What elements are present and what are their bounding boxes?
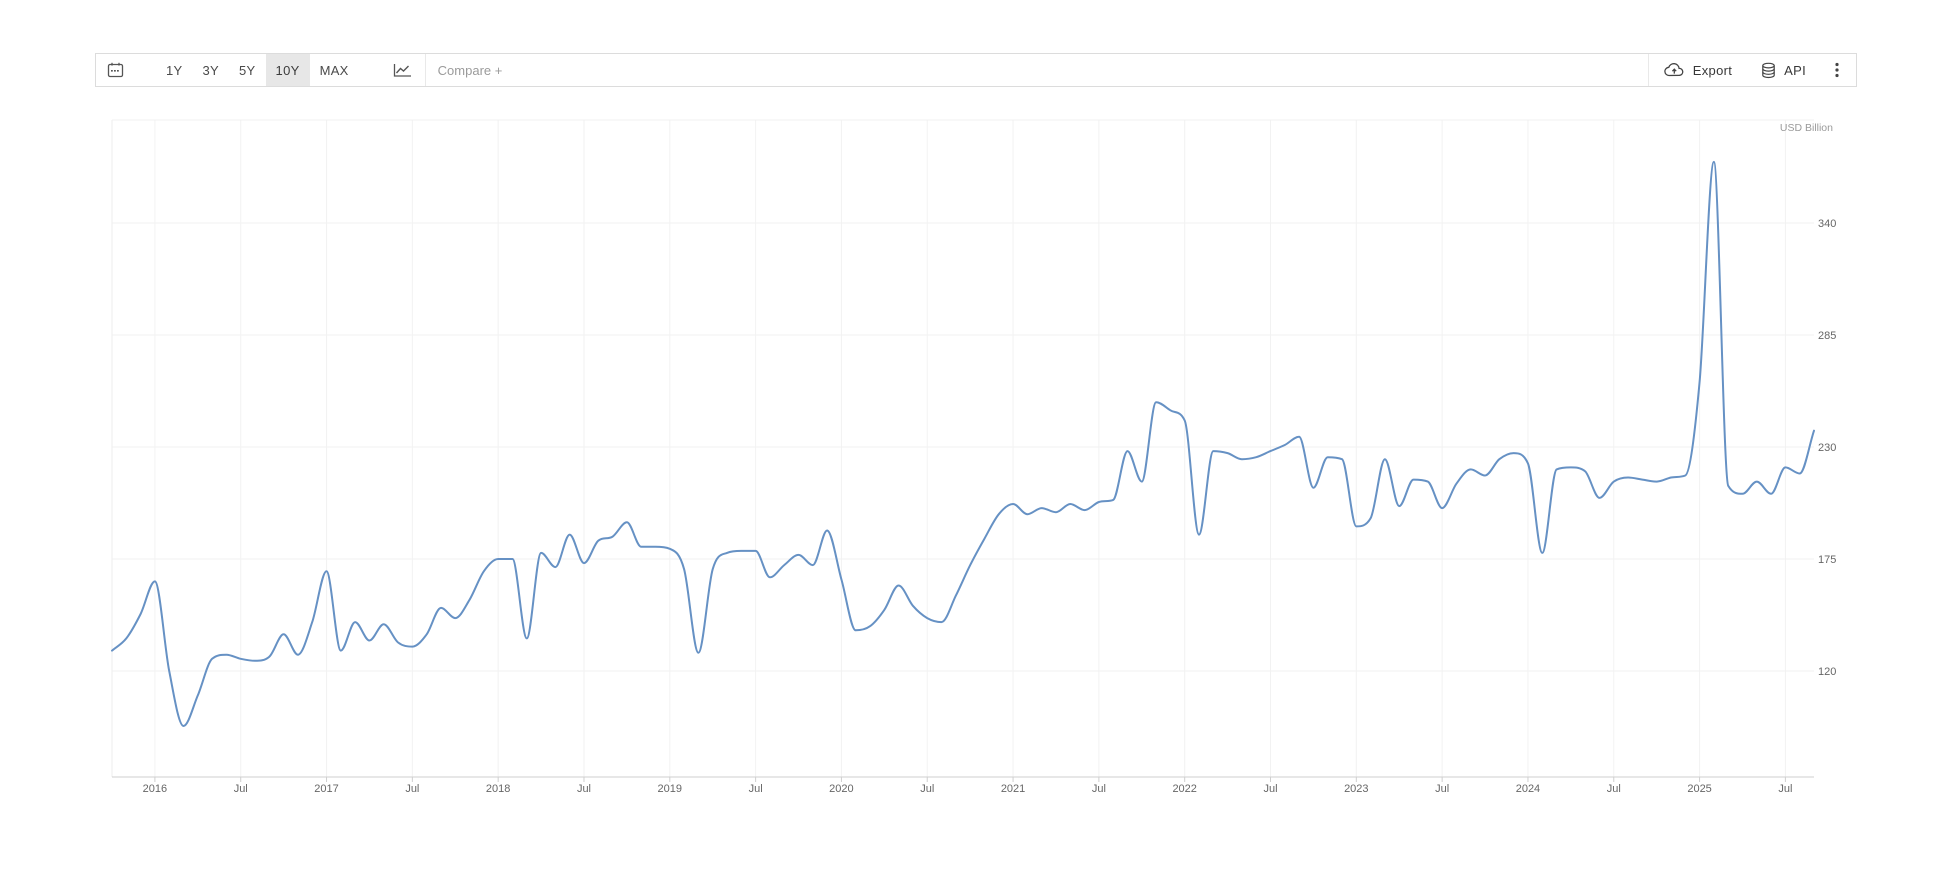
x-axis-label: 2017 — [314, 783, 338, 795]
api-label: API — [1784, 62, 1806, 78]
calendar-icon — [107, 62, 123, 78]
unit-label: USD Billion — [1780, 122, 1833, 134]
x-axis-label: 2018 — [486, 783, 510, 795]
x-axis-label: Jul — [1778, 783, 1792, 795]
x-axis-label: Jul — [1092, 783, 1106, 795]
x-axis-label: 2016 — [143, 783, 167, 795]
chart-toolbar: 1Y 3Y 5Y 10Y MAX Compare + Export API — [95, 53, 1857, 87]
toolbar-separator — [1647, 54, 1649, 86]
x-axis-label: 2020 — [829, 783, 853, 795]
range-button-10y[interactable]: 10Y — [265, 54, 310, 86]
x-axis-label: 2024 — [1516, 783, 1540, 795]
x-axis-label: 2022 — [1172, 783, 1196, 795]
x-axis-label: Jul — [1435, 783, 1449, 795]
x-axis-label: Jul — [1607, 783, 1621, 795]
more-options-button[interactable] — [1820, 54, 1854, 86]
toolbar-separator — [424, 54, 426, 86]
y-axis-label: 340 — [1818, 218, 1836, 230]
series-line[interactable] — [111, 160, 1815, 727]
export-label: Export — [1692, 62, 1733, 78]
range-button-5y[interactable]: 5Y — [229, 54, 266, 86]
x-axis-label: 2021 — [1001, 783, 1025, 795]
range-button-max[interactable]: MAX — [310, 54, 359, 86]
range-button-3y[interactable]: 3Y — [193, 54, 230, 86]
export-button[interactable]: Export — [1649, 54, 1746, 86]
y-axis-label: 230 — [1818, 442, 1836, 454]
database-icon — [1762, 62, 1775, 78]
y-axis-label: 175 — [1818, 554, 1836, 566]
x-axis-label: 2019 — [658, 783, 682, 795]
x-axis-label: Jul — [749, 783, 763, 795]
gridlines — [112, 120, 1814, 777]
compare-input[interactable]: Compare + — [426, 54, 1648, 86]
x-axis-label: Jul — [234, 783, 248, 795]
series-layer — [111, 160, 1815, 727]
x-axis-label: Jul — [405, 783, 419, 795]
api-button[interactable]: API — [1746, 54, 1820, 86]
x-axis-label: Jul — [1263, 783, 1277, 795]
cloud-upload-icon — [1664, 63, 1684, 77]
x-axis-label: Jul — [920, 783, 934, 795]
axis-layer: 120 175 230 285 340 2016 Jul 2017 Jul 2018 Jul 2019… — [111, 119, 1836, 795]
calendar-button[interactable] — [96, 54, 134, 86]
y-axis-label: 120 — [1818, 666, 1836, 678]
compare-placeholder: Compare + — [437, 62, 503, 78]
line-chart-icon — [394, 63, 412, 77]
range-button-1y[interactable]: 1Y — [156, 54, 193, 86]
kebab-menu-icon — [1835, 62, 1839, 78]
x-axis-label: Jul — [577, 783, 591, 795]
x-axis-label: 2025 — [1687, 783, 1711, 795]
x-axis-label: 2023 — [1344, 783, 1368, 795]
y-axis-label: 285 — [1818, 330, 1836, 342]
chart-type-button[interactable] — [381, 54, 425, 86]
